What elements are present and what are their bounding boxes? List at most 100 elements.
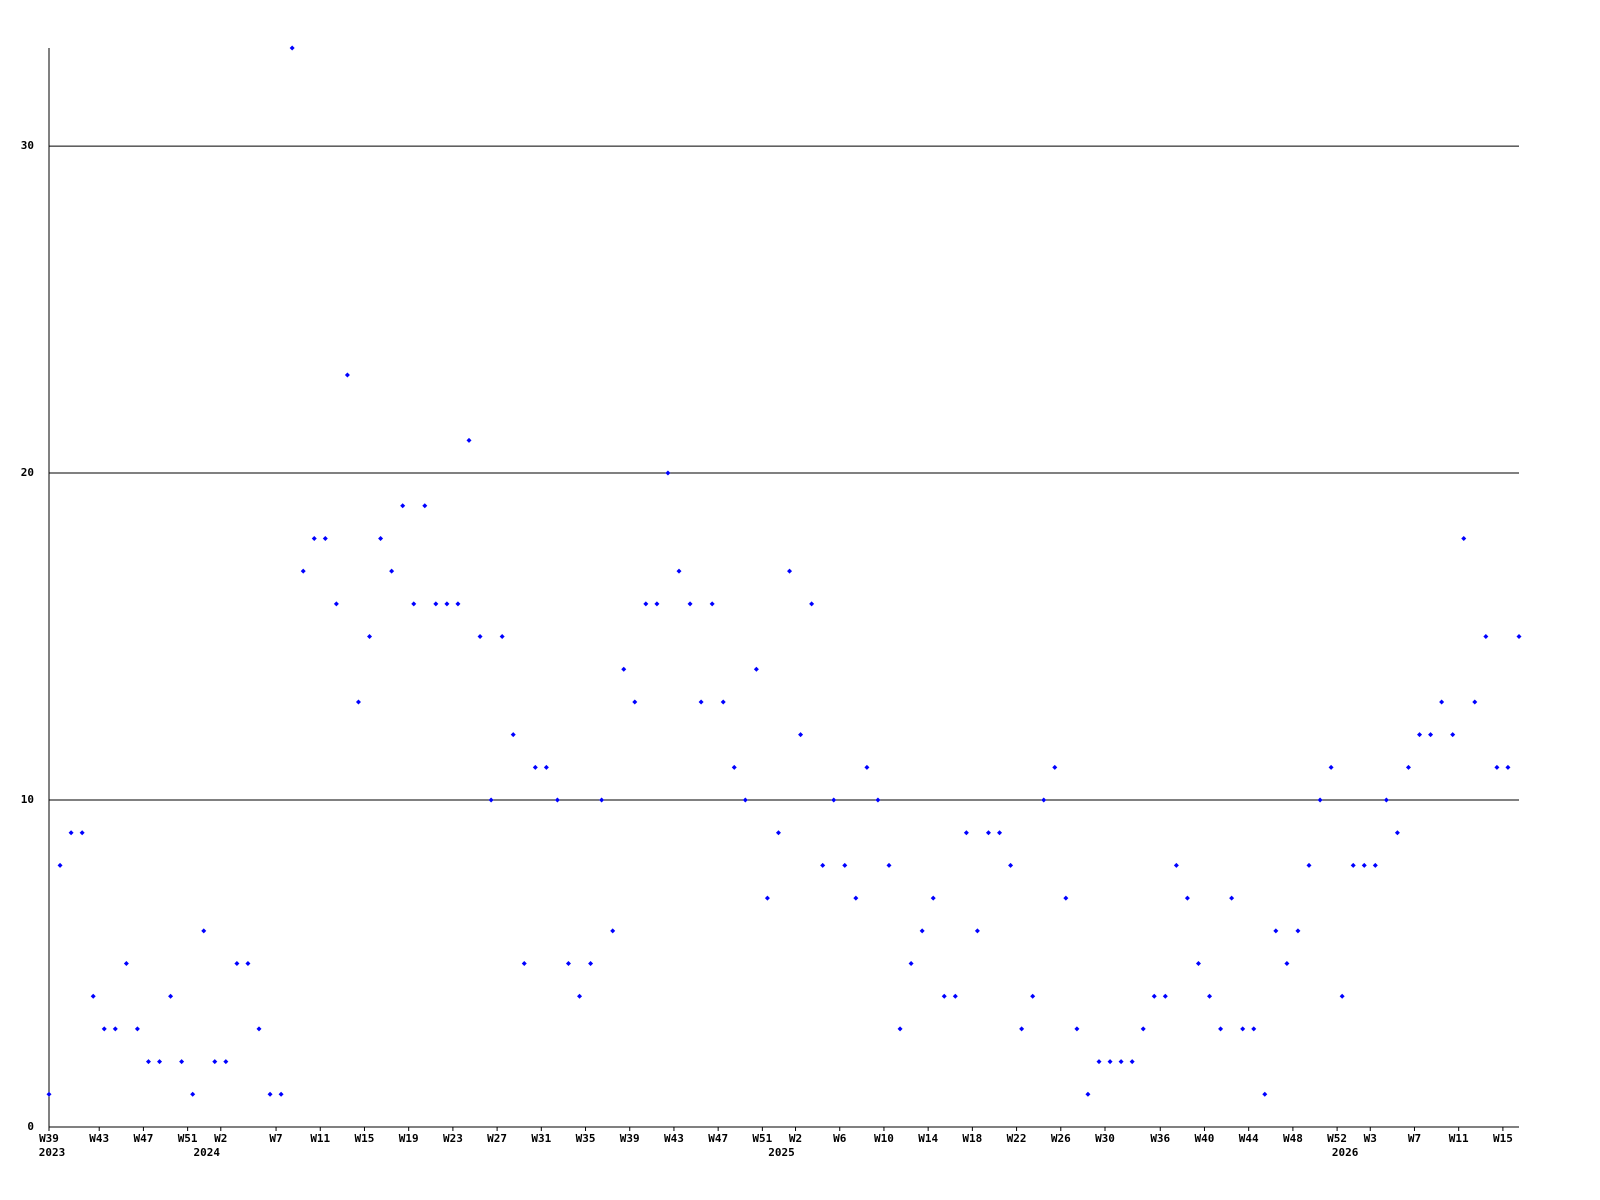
x-tick-label: W27 bbox=[487, 1132, 507, 1145]
point-marker bbox=[908, 961, 914, 967]
point-marker bbox=[389, 568, 395, 574]
point-marker bbox=[897, 1026, 903, 1032]
point-marker bbox=[68, 830, 74, 836]
x-tick-label: W15 bbox=[355, 1132, 375, 1145]
point-marker bbox=[787, 568, 793, 574]
point-marker bbox=[532, 764, 538, 770]
x-tick-label: W10 bbox=[874, 1132, 894, 1145]
point-marker bbox=[1306, 862, 1312, 868]
x-tick-label: W15 bbox=[1493, 1132, 1513, 1145]
point-marker bbox=[190, 1091, 196, 1097]
point-marker bbox=[698, 699, 704, 705]
point-marker bbox=[466, 437, 472, 443]
point-marker bbox=[1229, 895, 1235, 901]
point-marker bbox=[676, 568, 682, 574]
x-tick-label: W35 bbox=[576, 1132, 596, 1145]
point-marker bbox=[809, 601, 815, 607]
x-tick-label: W23 bbox=[443, 1132, 463, 1145]
point-marker bbox=[1328, 764, 1334, 770]
x-tick-label: W7 bbox=[1408, 1132, 1421, 1145]
point-marker bbox=[1417, 732, 1423, 738]
point-marker bbox=[599, 797, 605, 803]
y-tick-label: 20 bbox=[21, 466, 34, 479]
point-marker bbox=[731, 764, 737, 770]
x-tick-label: W11 bbox=[1449, 1132, 1469, 1145]
point-marker bbox=[1184, 895, 1190, 901]
point-marker bbox=[234, 961, 240, 967]
point-marker bbox=[1008, 862, 1014, 868]
point-marker bbox=[400, 503, 406, 509]
point-marker bbox=[1295, 928, 1301, 934]
point-marker bbox=[1030, 993, 1036, 999]
point-marker bbox=[112, 1026, 118, 1032]
point-marker bbox=[1063, 895, 1069, 901]
point-marker bbox=[588, 961, 594, 967]
x-tick-label: W36 bbox=[1150, 1132, 1170, 1145]
x-tick-label: W19 bbox=[399, 1132, 419, 1145]
point-marker bbox=[179, 1059, 185, 1065]
x-tick-label: W47 bbox=[708, 1132, 728, 1145]
point-marker bbox=[79, 830, 85, 836]
point-marker bbox=[411, 601, 417, 607]
point-marker bbox=[1151, 993, 1157, 999]
point-marker bbox=[565, 961, 571, 967]
point-marker bbox=[157, 1059, 163, 1065]
point-marker bbox=[1096, 1059, 1102, 1065]
point-marker bbox=[577, 993, 583, 999]
point-marker bbox=[123, 961, 129, 967]
point-marker bbox=[57, 862, 63, 868]
x-tick-label: W51 bbox=[178, 1132, 198, 1145]
point-marker bbox=[1439, 699, 1445, 705]
point-marker bbox=[1516, 634, 1522, 640]
point-marker bbox=[322, 535, 328, 541]
point-marker bbox=[621, 666, 627, 672]
point-marker bbox=[245, 961, 251, 967]
point-marker bbox=[1494, 764, 1500, 770]
x-tick-label: W40 bbox=[1195, 1132, 1215, 1145]
x-tick-label: W31 bbox=[531, 1132, 551, 1145]
point-marker bbox=[930, 895, 936, 901]
point-marker bbox=[798, 732, 804, 738]
point-marker bbox=[742, 797, 748, 803]
point-marker bbox=[941, 993, 947, 999]
point-marker bbox=[267, 1091, 273, 1097]
x-tick-label: W52 bbox=[1327, 1132, 1347, 1145]
point-marker bbox=[1195, 961, 1201, 967]
year-label: 2026 bbox=[1332, 1146, 1359, 1159]
point-marker bbox=[488, 797, 494, 803]
point-marker bbox=[720, 699, 726, 705]
point-marker bbox=[256, 1026, 262, 1032]
point-marker bbox=[1129, 1059, 1135, 1065]
point-marker bbox=[444, 601, 450, 607]
point-marker bbox=[1240, 1026, 1246, 1032]
point-marker bbox=[875, 797, 881, 803]
point-marker bbox=[543, 764, 549, 770]
point-marker bbox=[1273, 928, 1279, 934]
point-marker bbox=[1428, 732, 1434, 738]
point-marker bbox=[610, 928, 616, 934]
x-tick-label: W2 bbox=[789, 1132, 802, 1145]
point-marker bbox=[212, 1059, 218, 1065]
point-marker bbox=[355, 699, 361, 705]
point-marker bbox=[764, 895, 770, 901]
point-marker bbox=[145, 1059, 151, 1065]
point-marker bbox=[378, 535, 384, 541]
point-marker bbox=[1085, 1091, 1091, 1097]
point-marker bbox=[665, 470, 671, 476]
point-marker bbox=[477, 634, 483, 640]
point-marker bbox=[864, 764, 870, 770]
point-marker bbox=[831, 797, 837, 803]
point-marker bbox=[223, 1059, 229, 1065]
x-tick-label: W22 bbox=[1007, 1132, 1027, 1145]
point-marker bbox=[344, 372, 350, 378]
point-marker bbox=[134, 1026, 140, 1032]
point-marker bbox=[1350, 862, 1356, 868]
x-tick-label: W18 bbox=[962, 1132, 982, 1145]
point-marker bbox=[1162, 993, 1168, 999]
point-marker bbox=[1251, 1026, 1257, 1032]
point-marker bbox=[1461, 535, 1467, 541]
point-marker bbox=[1118, 1059, 1124, 1065]
x-tick-label: W44 bbox=[1239, 1132, 1259, 1145]
year-label: 2024 bbox=[193, 1146, 220, 1159]
x-tick-label: W2 bbox=[214, 1132, 227, 1145]
